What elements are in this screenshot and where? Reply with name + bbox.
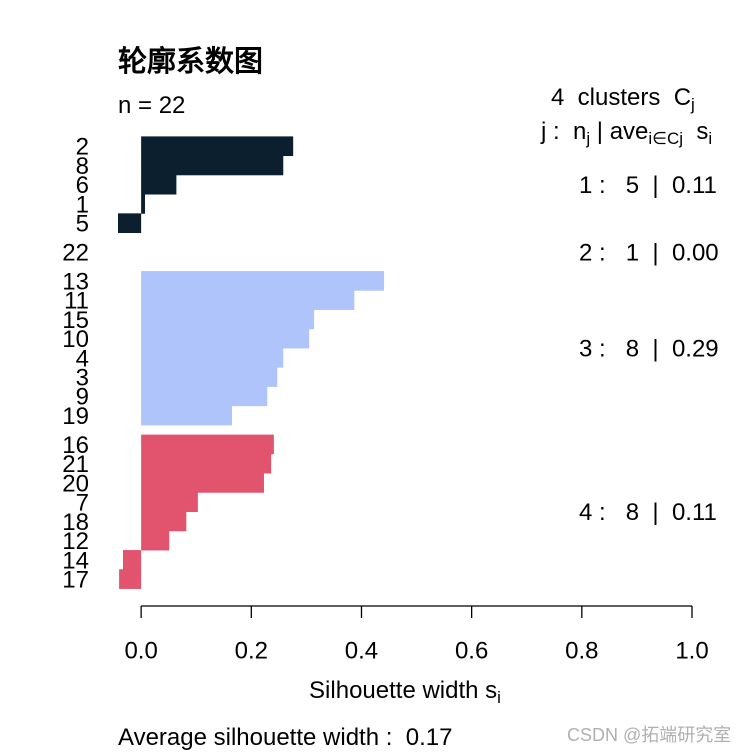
observation-label: 10 <box>62 326 89 353</box>
observation-label: 11 <box>64 288 89 315</box>
x-tick-label: 0.8 <box>565 638 598 665</box>
silhouette-bar <box>119 569 142 589</box>
stats-header-subscript: j <box>585 129 590 148</box>
silhouette-bar <box>141 492 198 512</box>
observation-label: 15 <box>62 307 89 334</box>
silhouette-bar <box>141 434 274 455</box>
silhouette-bar <box>141 136 294 157</box>
observation-label: 20 <box>62 470 89 497</box>
observation-label: 17 <box>62 567 89 594</box>
observation-label: 12 <box>62 528 89 555</box>
silhouette-bar <box>141 155 284 176</box>
silhouette-bar <box>141 290 355 310</box>
observation-label: 9 <box>76 384 89 411</box>
stats-header-subscript: i <box>708 129 712 148</box>
x-axis-title-subscript: i <box>497 688 501 707</box>
cluster-summary: 1 : 5 | 0.11 <box>579 172 717 199</box>
observation-label: 13 <box>62 268 89 295</box>
observation-label: 19 <box>62 403 89 430</box>
observation-label: 14 <box>62 547 89 574</box>
x-axis: 0.0 0.2 0.4 0.6 0.8 1.0 <box>124 605 709 665</box>
silhouette-bar <box>141 473 264 493</box>
cluster-count-header: 4 clusters Cj <box>551 84 695 114</box>
x-tick-label: 0.0 <box>124 638 157 665</box>
observation-label: 21 <box>62 451 89 478</box>
stats-header-part: | ave <box>590 118 648 145</box>
observation-label: 3 <box>76 365 89 392</box>
silhouette-bar <box>118 213 142 233</box>
x-tick-label: 0.4 <box>345 638 378 665</box>
observation-label: 16 <box>62 432 89 459</box>
x-tick-label: 0.6 <box>455 638 488 665</box>
cluster-count-text: 4 clusters C <box>551 84 691 111</box>
silhouette-bar <box>141 309 315 330</box>
silhouette-bars <box>118 136 385 589</box>
observation-label: 22 <box>62 239 89 266</box>
observation-label: 4 <box>76 345 89 372</box>
chart-title: 轮廓系数图 <box>118 44 263 78</box>
x-axis-title-text: Silhouette width s <box>309 677 497 704</box>
watermark: CSDN @拓端研究室 <box>567 725 731 745</box>
silhouette-bar <box>141 174 177 195</box>
cluster-summaries: 1 : 5 | 0.11 2 : 1 | 0.00 3 : 8 | 0.29 4 : … <box>579 172 719 526</box>
observation-label: 2 <box>76 134 89 161</box>
x-axis-title: Silhouette width si <box>309 677 501 707</box>
n-label: n = 22 <box>118 92 185 119</box>
silhouette-bar <box>141 453 272 474</box>
observation-label: 5 <box>76 211 89 238</box>
observation-label: 8 <box>76 153 89 180</box>
silhouette-bar <box>141 511 187 532</box>
observation-label: 18 <box>62 509 89 536</box>
silhouette-bar <box>141 348 284 368</box>
observation-label: 1 <box>76 191 89 218</box>
silhouette-bar <box>141 386 268 407</box>
silhouette-bar <box>141 367 278 387</box>
x-tick-label: 0.2 <box>235 638 268 665</box>
cluster-stats-header: j : nj | avei∈Cj si <box>540 118 712 148</box>
observation-label: 6 <box>76 172 89 199</box>
silhouette-bar <box>141 194 145 214</box>
observation-label: 7 <box>76 490 89 517</box>
x-tick-label: 1.0 <box>675 638 708 665</box>
silhouette-bar <box>141 530 170 551</box>
stats-header-part: j : n <box>540 118 586 145</box>
silhouette-bar <box>141 328 310 349</box>
cluster-summary: 2 : 1 | 0.00 <box>579 239 719 266</box>
silhouette-bar <box>141 271 385 291</box>
average-silhouette-width: Average silhouette width : 0.17 <box>118 724 452 751</box>
stats-header-subscript: i∈Cj <box>648 129 683 148</box>
cluster-count-subscript: j <box>690 95 695 114</box>
cluster-summary: 3 : 8 | 0.29 <box>579 336 719 363</box>
silhouette-bar <box>122 550 142 570</box>
silhouette-bar <box>141 405 233 426</box>
stats-header-part: s <box>683 118 708 145</box>
cluster-summary: 4 : 8 | 0.11 <box>579 499 717 526</box>
